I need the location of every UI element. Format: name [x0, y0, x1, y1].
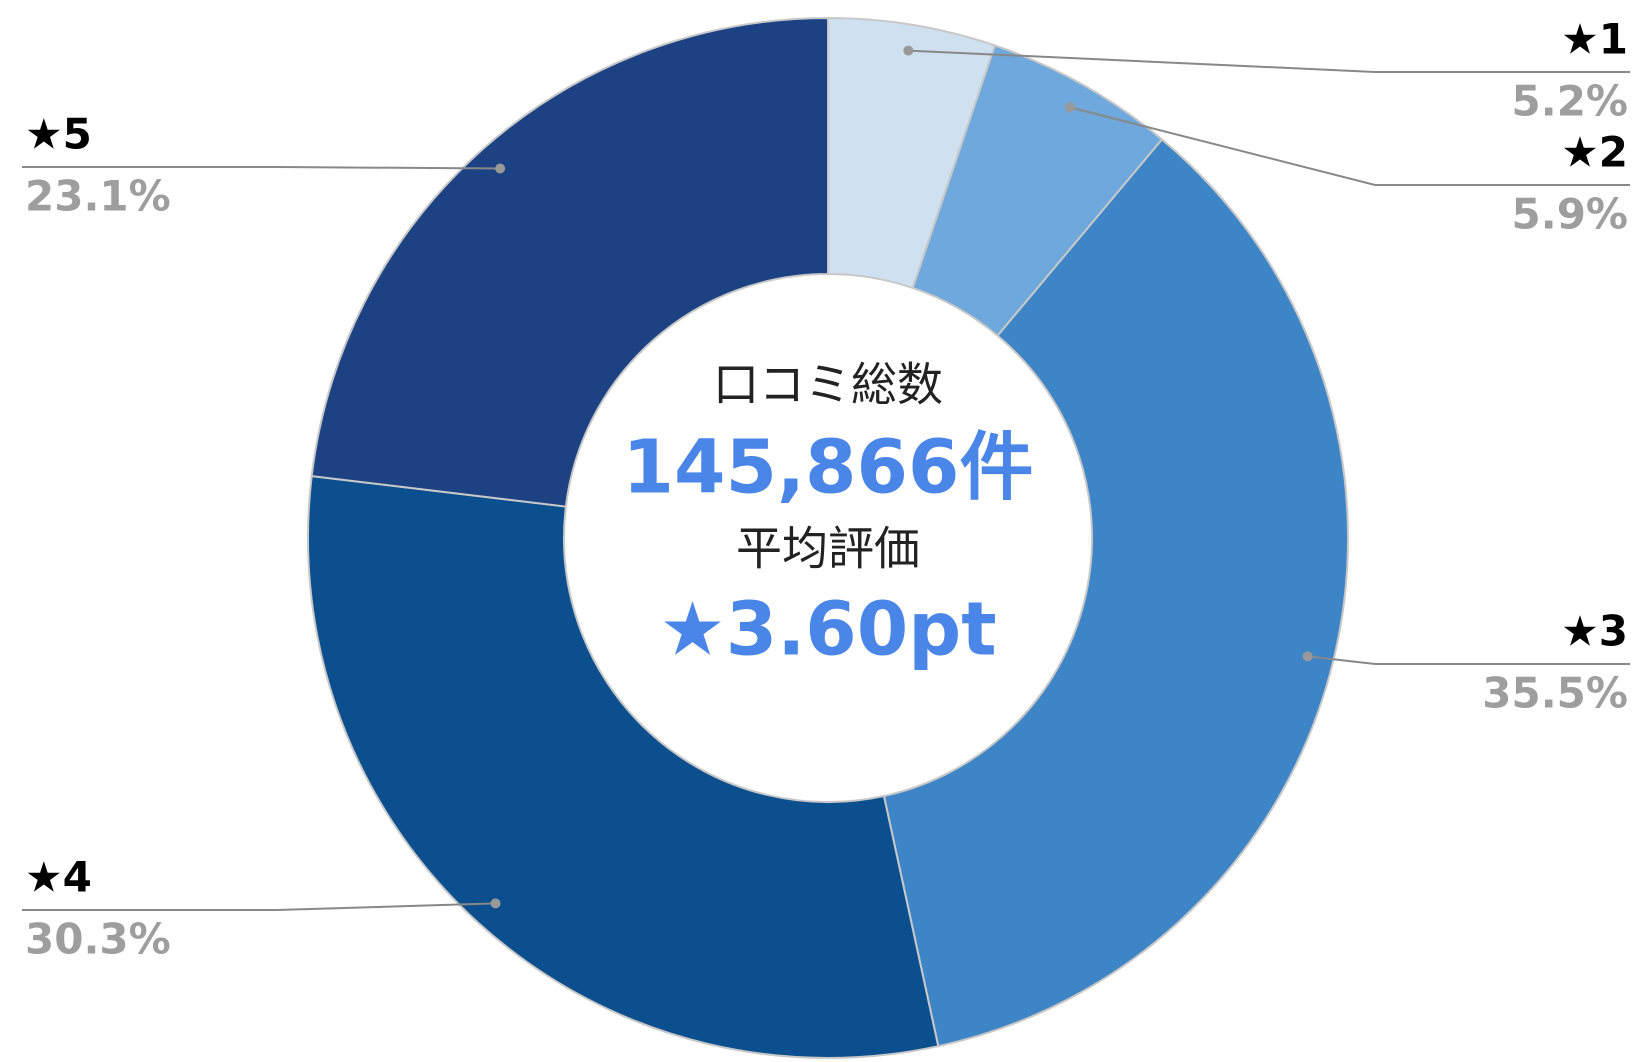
leader-dot — [490, 898, 501, 909]
leader-dot — [1065, 102, 1076, 113]
leader-dot — [1302, 651, 1313, 662]
leader-line — [22, 902, 496, 911]
slice — [310, 16, 829, 508]
slice-value-label: 30.3% — [25, 915, 171, 964]
leader-line — [22, 166, 501, 170]
center-value: 145,866件 — [622, 425, 1033, 511]
slice — [307, 474, 940, 1059]
center-label: 口コミ総数 — [713, 358, 943, 412]
center-label: 平均評価 — [736, 522, 920, 576]
leader-dot — [903, 45, 914, 56]
slice-value-label: 23.1% — [25, 172, 171, 221]
slice-label: ★2 — [1561, 128, 1628, 177]
slice-value-label: 5.2% — [1512, 77, 1628, 126]
slice-label: ★4 — [25, 853, 92, 902]
slice-label: ★1 — [1561, 15, 1628, 64]
leader-line — [1069, 106, 1630, 186]
slice — [882, 138, 1349, 1048]
leader-line — [1307, 655, 1630, 665]
slice-value-label: 5.9% — [1512, 190, 1628, 239]
leader-dot — [495, 163, 506, 174]
slice-label: ★5 — [25, 110, 92, 159]
center-value: ★3.60pt — [659, 587, 996, 673]
slice-label: ★3 — [1561, 607, 1628, 656]
leader-line — [908, 49, 1630, 73]
slice-value-label: 35.5% — [1482, 669, 1628, 718]
